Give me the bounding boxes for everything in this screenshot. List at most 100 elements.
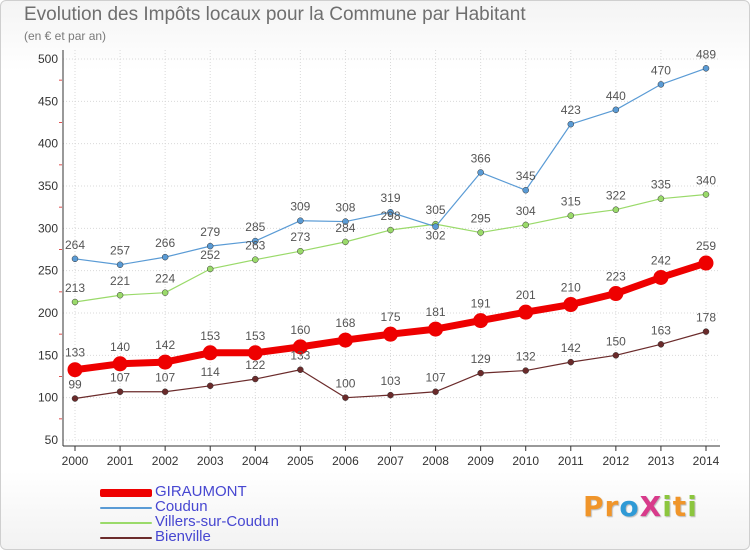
data-label: 150 — [606, 334, 626, 348]
logo-letter: i — [662, 490, 673, 523]
data-label: 100 — [335, 377, 355, 391]
proxiti-logo: ProXiti — [583, 490, 698, 523]
data-point — [608, 286, 624, 302]
data-label: 122 — [245, 358, 265, 372]
data-label: 315 — [561, 195, 581, 209]
x-tick-label: 2009 — [467, 454, 494, 468]
legend-label: GIRAUMONT — [155, 483, 247, 500]
data-point — [657, 81, 665, 88]
line-chart: 50 100 150 200 250 300 350 400 450 500 2000 2001 200… — [38, 47, 720, 468]
data-label: 285 — [245, 220, 265, 234]
x-tick-label: 2013 — [648, 454, 675, 468]
data-label: 107 — [110, 371, 130, 385]
data-label: 340 — [696, 173, 716, 187]
x-tick-label: 2012 — [603, 454, 630, 468]
data-point — [612, 106, 620, 114]
data-point — [116, 261, 124, 268]
data-point — [653, 269, 669, 285]
data-label: 263 — [245, 239, 265, 253]
axes: 50 100 150 200 250 300 350 400 450 500 2000 2001 200… — [38, 50, 720, 468]
data-label: 279 — [200, 225, 220, 239]
data-label: 319 — [380, 191, 400, 205]
logo-letter: t — [672, 490, 688, 523]
data-label: 103 — [380, 374, 400, 388]
data-point — [518, 304, 534, 320]
data-point — [247, 345, 263, 361]
legend-swatch — [100, 522, 152, 524]
data-label: 201 — [516, 288, 536, 302]
x-tick-label: 2004 — [242, 454, 269, 468]
x-tick-label: 2011 — [558, 454, 584, 468]
data-point — [428, 321, 444, 337]
data-label: 305 — [426, 203, 446, 217]
data-point — [387, 391, 394, 399]
legend-item: Coudun — [100, 499, 320, 515]
logo-letter: i — [687, 490, 698, 523]
data-point — [337, 332, 353, 348]
data-point — [342, 218, 349, 225]
legend-label: Villers-sur-Coudun — [155, 513, 279, 530]
y-tick-label: 350 — [38, 179, 58, 193]
data-point — [383, 326, 398, 342]
y-tick-label: 300 — [38, 221, 58, 235]
y-tick-label: 250 — [38, 264, 58, 278]
x-tick-label: 2014 — [693, 454, 720, 468]
data-label: 107 — [426, 371, 446, 385]
data-label: 107 — [155, 371, 175, 385]
data-point — [112, 356, 128, 372]
legend-swatch — [100, 507, 152, 509]
data-label: 295 — [471, 212, 491, 226]
logo-letter: r — [604, 490, 620, 523]
x-tick-label: 2001 — [107, 454, 134, 468]
data-label: 160 — [290, 323, 310, 337]
data-label: 114 — [201, 365, 220, 379]
data-label: 168 — [335, 316, 355, 330]
data-point — [252, 256, 259, 263]
data-label: 129 — [471, 352, 491, 366]
data-label: 298 — [380, 209, 400, 223]
x-tick-label: 2005 — [287, 454, 314, 468]
data-label: 252 — [200, 248, 220, 262]
data-label: 210 — [561, 281, 581, 295]
data-point — [342, 394, 349, 401]
data-point — [522, 221, 529, 229]
data-point — [702, 328, 710, 335]
legend: GIRAUMONT Coudun Villers-sur-Coudun Bien… — [100, 483, 320, 545]
legend-label: Bienville — [155, 528, 211, 545]
data-point — [297, 247, 304, 255]
x-tick-label: 2006 — [332, 454, 359, 468]
data-label: 304 — [516, 204, 536, 218]
y-tick-label: 450 — [38, 94, 58, 108]
data-label: 266 — [155, 236, 175, 250]
data-label: 223 — [606, 270, 626, 284]
data-point — [698, 255, 714, 271]
data-label: 191 — [471, 297, 491, 311]
y-tick-label: 50 — [45, 433, 59, 447]
data-point — [161, 388, 169, 395]
data-label: 142 — [561, 341, 581, 355]
legend-item: Villers-sur-Coudun — [100, 513, 320, 530]
y-tick-label: 150 — [38, 348, 58, 362]
data-label: 221 — [110, 274, 130, 288]
legend-item: Bienville — [100, 528, 320, 545]
data-point — [477, 169, 484, 176]
data-label: 284 — [335, 221, 355, 235]
data-point — [161, 253, 169, 261]
data-point — [71, 395, 79, 402]
data-point — [702, 65, 710, 72]
data-label: 224 — [155, 272, 175, 286]
data-point — [563, 297, 579, 313]
data-point — [161, 289, 169, 296]
data-label: 163 — [651, 323, 671, 337]
data-label: 242 — [651, 253, 671, 267]
data-label: 133 — [65, 346, 85, 360]
data-label: 140 — [110, 340, 130, 354]
x-tick-label: 2008 — [422, 454, 449, 468]
data-point — [342, 238, 349, 246]
data-label: 153 — [200, 329, 220, 343]
data-label: 273 — [290, 230, 310, 244]
logo-letter: P — [583, 490, 605, 523]
data-point — [432, 388, 439, 395]
y-tick-label: 200 — [38, 306, 58, 320]
data-point — [297, 366, 304, 373]
